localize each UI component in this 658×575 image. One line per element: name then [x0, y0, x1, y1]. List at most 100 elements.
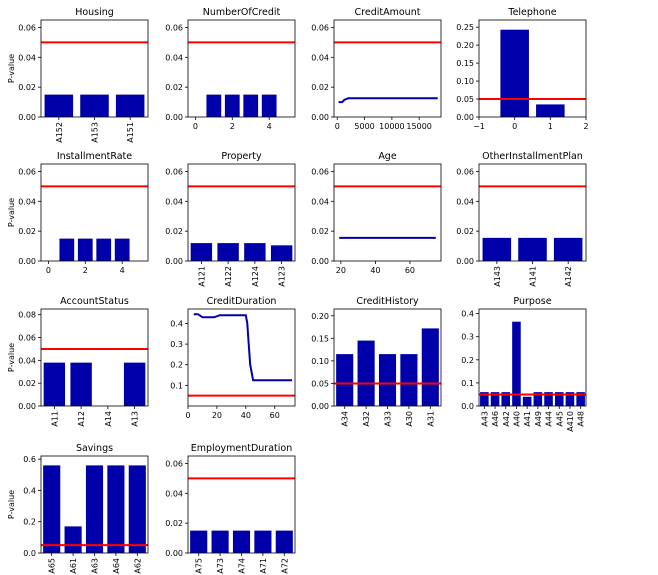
x-tick-label: A142	[564, 266, 573, 287]
bar	[518, 237, 547, 261]
bar	[232, 530, 251, 553]
x-tick-label: 5000	[354, 122, 374, 131]
subplot-credithistory: CreditHistory 0.00 0.05 0.10 0.15 0.20 A34 A32 A…	[311, 296, 442, 427]
x-tick-label: A74	[238, 558, 247, 574]
subplot-housing: Housing P-value 0.00 0.02 0.04 0.06 A152 A153 A1…	[7, 7, 149, 143]
bar	[400, 354, 418, 406]
x-tick-label: A151	[126, 122, 135, 143]
y-tick-label: 0.02	[311, 227, 329, 236]
x-tick-label: 40	[370, 266, 380, 275]
bar	[217, 243, 239, 261]
x-tick-label: A64	[112, 558, 121, 574]
bar	[114, 238, 130, 261]
x-tick-label: 20	[212, 411, 222, 420]
subplot-creditduration: CreditDuration 0.1 0.2 0.3 0.4 0 20 40 60	[170, 296, 296, 420]
y-tick-label: 0.1	[461, 379, 474, 388]
y-tick-label: 0.06	[311, 23, 329, 32]
bar	[70, 362, 92, 406]
y-tick-label: 0.00	[18, 257, 36, 266]
subplot-title: Purpose	[513, 296, 551, 307]
bar	[336, 354, 354, 406]
bar	[565, 392, 575, 406]
x-tick-label: A72	[280, 558, 289, 574]
y-tick-label: 0.00	[18, 113, 36, 122]
y-tick-label: 0.06	[456, 167, 474, 176]
x-tick-label: A13	[131, 411, 140, 427]
y-tick-label: 0.00	[311, 113, 329, 122]
bar	[480, 392, 489, 406]
x-tick-label: 2	[230, 122, 235, 131]
y-tick-label: 0.02	[165, 227, 183, 236]
subplot-title: Age	[378, 151, 397, 162]
x-tick-label: A34	[341, 411, 350, 427]
y-axis-label: P-value	[7, 54, 16, 83]
x-tick-label: A42	[502, 411, 511, 427]
bar	[77, 238, 93, 261]
plot-frame	[40, 308, 149, 407]
y-tick-label: 0.15	[456, 59, 474, 68]
x-tick-label: A32	[362, 411, 371, 427]
y-tick-label: 0.02	[165, 519, 183, 528]
bar	[254, 530, 272, 553]
x-tick-label: A65	[48, 558, 57, 574]
series-line	[338, 97, 438, 104]
y-tick-label: 0.06	[165, 23, 183, 32]
x-tick-label: A71	[259, 558, 268, 574]
bar	[59, 238, 75, 261]
y-tick-label: 0.04	[456, 197, 474, 206]
bar	[128, 465, 146, 553]
y-tick-label: 0.15	[311, 334, 329, 343]
bar	[500, 29, 529, 118]
x-tick-label: A44	[545, 411, 554, 427]
y-tick-label: 0.10	[456, 77, 474, 86]
y-tick-label: 0.04	[311, 53, 329, 62]
bar	[115, 94, 145, 117]
x-tick-label: A153	[91, 122, 100, 143]
bar	[190, 530, 208, 553]
bar	[270, 245, 293, 261]
y-tick-label: 0.4	[170, 319, 183, 328]
series-line	[193, 313, 293, 382]
x-tick-label: A41	[523, 411, 532, 427]
x-tick-label: 4	[120, 266, 125, 275]
y-tick-label: 0.04	[18, 53, 36, 62]
bar	[544, 392, 553, 406]
y-tick-label: 0.04	[165, 197, 183, 206]
bar	[421, 328, 439, 406]
subplot-title: Telephone	[507, 7, 556, 18]
y-tick-label: 0.06	[165, 167, 183, 176]
y-tick-label: 0.00	[165, 549, 183, 558]
x-tick-label: A123	[278, 266, 287, 287]
x-tick-label: A46	[491, 411, 500, 427]
y-tick-label: 0.0	[461, 402, 474, 411]
y-tick-label: 0.02	[456, 227, 474, 236]
x-tick-label: A48	[577, 411, 586, 427]
x-tick-label: 40	[241, 411, 251, 420]
y-tick-label: 0.06	[311, 167, 329, 176]
subplot-otherinstallmentplan: OtherInstallmentPlan 0.00 0.02 0.04 0.06 A143…	[456, 151, 587, 287]
bar	[107, 465, 125, 553]
y-tick-label: 0.00	[311, 402, 329, 411]
bar	[224, 94, 240, 117]
y-tick-label: 0.06	[18, 23, 36, 32]
x-tick-label: 4	[267, 122, 272, 131]
y-tick-label: 0.3	[461, 333, 474, 342]
x-tick-label: A33	[384, 411, 393, 427]
x-tick-label: A30	[405, 411, 414, 427]
bar	[490, 392, 500, 406]
bar	[512, 321, 521, 406]
y-tick-label: 0.4	[23, 486, 36, 495]
bar	[275, 530, 293, 553]
y-axis-label: P-value	[7, 490, 16, 519]
plot-frame	[187, 163, 296, 262]
plot-frame	[478, 308, 587, 407]
plot-frame	[187, 308, 296, 407]
bar	[244, 243, 266, 261]
x-tick-label: A124	[251, 266, 260, 287]
x-tick-label: A122	[224, 266, 233, 287]
x-tick-label: 0	[193, 122, 198, 131]
x-tick-label: A12	[77, 411, 86, 427]
y-tick-label: 0.10	[311, 357, 329, 366]
subplot-title: NumberOfCredit	[203, 7, 281, 18]
